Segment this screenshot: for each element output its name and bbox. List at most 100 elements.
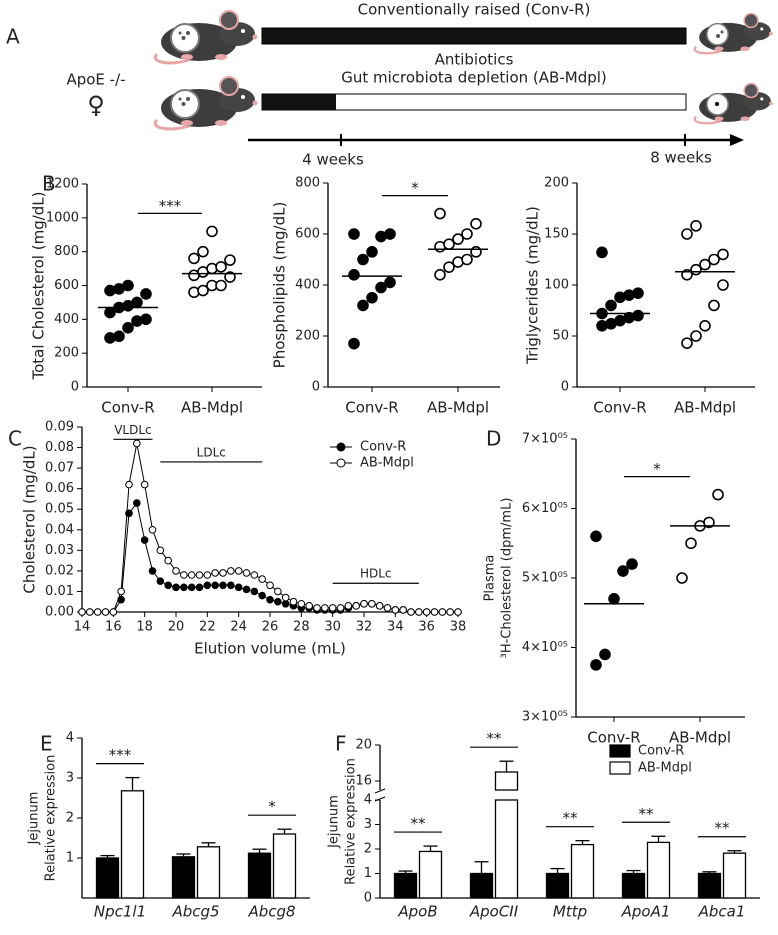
- data-point: [676, 572, 688, 584]
- data-point: [78, 608, 86, 616]
- data-point: [195, 583, 204, 592]
- y-tick-label: 1: [364, 866, 372, 881]
- y-axis-label: Relative expression: [344, 758, 359, 885]
- significance-label: **: [563, 809, 579, 827]
- data-point: [297, 599, 306, 608]
- x-tick-label: Conv-R: [101, 399, 154, 417]
- data-point: [617, 565, 629, 577]
- data-point: [224, 271, 236, 283]
- data-point: [122, 279, 134, 292]
- data-point: [140, 480, 149, 489]
- data-point: [211, 569, 219, 577]
- y-axis-label: Triglycerides (mg/dL): [524, 206, 542, 365]
- y-tick-label: 5×10⁰⁵: [522, 571, 568, 586]
- y-tick-label: 2: [66, 811, 74, 826]
- data-point: [266, 581, 274, 590]
- data-point: [590, 530, 602, 543]
- bar: [697, 872, 722, 899]
- data-point: [305, 602, 313, 610]
- data-point: [133, 499, 141, 507]
- x-tick-label: AB-Mdpl: [427, 399, 489, 417]
- data-point: [242, 569, 251, 577]
- y-tick-label: 0.08: [45, 440, 74, 455]
- data-point: [321, 604, 329, 612]
- significance-label: **: [487, 730, 503, 748]
- microbiota-icon: [178, 31, 190, 40]
- time-label: 4 weeks: [302, 151, 364, 169]
- data-point: [140, 288, 152, 300]
- data-point: [258, 575, 266, 583]
- panel-label: E: [40, 732, 53, 756]
- y-tick-label: 2: [364, 842, 372, 857]
- y-tick-label: 0: [312, 380, 320, 395]
- data-point: [234, 567, 243, 575]
- conv-r-label: Conventionally raised (Conv-R): [358, 1, 591, 19]
- data-point: [470, 218, 482, 230]
- data-point: [703, 516, 715, 529]
- bar: [570, 843, 595, 899]
- y-tick-label: 800: [295, 176, 320, 191]
- bar: [272, 833, 297, 899]
- data-point: [399, 606, 407, 614]
- significance-label: **: [639, 805, 655, 823]
- x-tick-label: 30: [324, 620, 341, 635]
- bar: [95, 857, 120, 899]
- antibiotic-period: [262, 94, 336, 110]
- data-point: [357, 299, 369, 312]
- data-point: [384, 228, 396, 240]
- data-point: [348, 337, 360, 350]
- y-tick-label: 0.02: [45, 563, 74, 578]
- data-point: [117, 595, 125, 604]
- data-point: [708, 253, 720, 266]
- timeline-arrow: [730, 134, 744, 146]
- x-tick-label: 38: [450, 620, 467, 635]
- data-point: [215, 279, 227, 292]
- x-tick-label: ApoA1: [621, 903, 671, 921]
- data-point: [113, 330, 125, 343]
- time-label: 8 weeks: [650, 149, 712, 167]
- y-tick-label: 200: [295, 329, 320, 344]
- legend-swatch: [609, 744, 631, 758]
- y-tick-label: 7×10⁰⁵: [522, 432, 568, 447]
- data-point: [266, 595, 274, 604]
- annotation-label: LDLc: [197, 445, 226, 459]
- y-tick-label: 0: [71, 380, 79, 395]
- y-tick-label: 200: [544, 176, 569, 191]
- y-tick-label: 0.04: [45, 522, 74, 537]
- antibiotics-label: Antibiotics: [435, 51, 514, 69]
- x-tick-label: AB-Mdpl: [181, 399, 243, 417]
- data-point: [430, 608, 439, 616]
- data-point: [180, 583, 188, 592]
- legend-marker: [336, 442, 346, 452]
- y-axis-label: Jejunum: [327, 795, 342, 849]
- data-point: [375, 281, 387, 294]
- data-point: [211, 581, 219, 590]
- data-point: [699, 258, 711, 271]
- data-point: [446, 608, 454, 616]
- data-point: [227, 581, 235, 590]
- data-point: [391, 606, 400, 614]
- data-point: [352, 602, 360, 610]
- data-point: [328, 604, 337, 612]
- data-point: [125, 509, 133, 518]
- panel-label: B: [42, 172, 56, 196]
- data-point: [348, 268, 360, 281]
- data-point: [234, 583, 243, 592]
- sex-symbol: ♀: [87, 91, 105, 119]
- data-point: [699, 319, 711, 332]
- data-point: [443, 261, 455, 273]
- data-point: [626, 558, 638, 570]
- x-tick-label: Conv-R: [587, 729, 640, 747]
- data-point: [156, 577, 165, 585]
- y-tick-label: 0.00: [45, 605, 74, 620]
- x-tick-label: 28: [293, 620, 310, 635]
- y-axis-label: Total Cholesterol (mg/dL): [30, 192, 48, 381]
- data-point: [438, 608, 447, 616]
- x-tick-label: Abcg5: [171, 903, 219, 921]
- y-tick-label: 0.07: [45, 461, 74, 476]
- y-tick-label: 3×10⁰⁵: [522, 710, 568, 725]
- data-point: [206, 225, 218, 238]
- data-point: [281, 599, 290, 608]
